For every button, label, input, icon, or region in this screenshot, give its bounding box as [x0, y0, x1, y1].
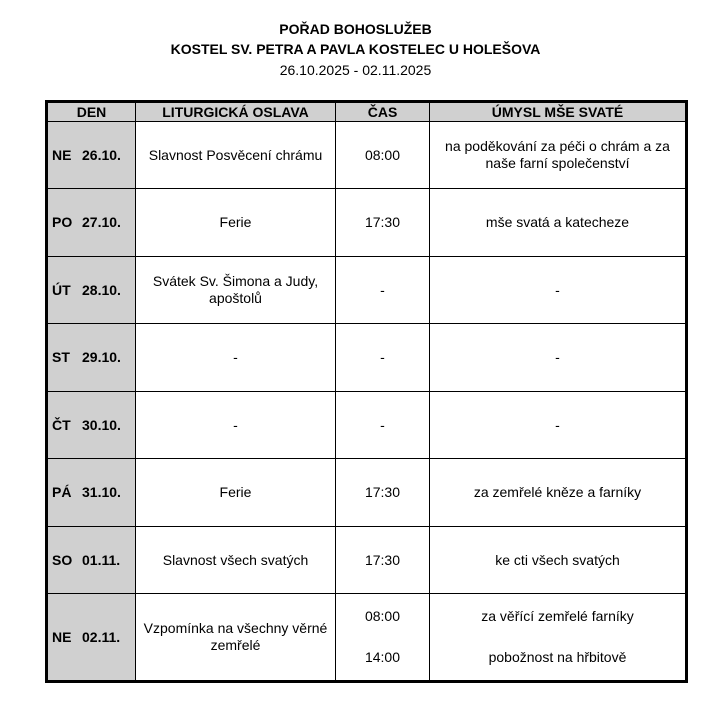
church-name: KOSTEL SV. PETRA A PAVLA KOSTELEC U HOLE…	[170, 41, 541, 57]
weekday: ST	[52, 349, 70, 366]
celebration-cell: Ferie	[135, 188, 336, 257]
mass-intention: -	[555, 349, 560, 366]
mass-time: -	[380, 349, 385, 366]
celebration: Slavnost Posvěcení chrámu	[148, 146, 323, 163]
table-row: PO 27.10. Ferie 17:30 mše svatá a katecheze	[46, 188, 687, 257]
table-row: PÁ 31.10. Ferie 17:30 za zemřelé kněze a far…	[46, 458, 687, 527]
celebration-cell: -	[135, 323, 336, 392]
date: 27.10.	[82, 214, 121, 231]
column-header-celebration: LITURGICKÁ OSLAVA	[135, 101, 336, 122]
time-cell: -	[335, 255, 430, 325]
time-cell: 08:00 14:00	[335, 593, 430, 682]
day-cell: PO 27.10.	[46, 188, 136, 257]
celebration-cell: Slavnost všech svatých	[135, 525, 336, 595]
mass-intention: pobožnost na hřbitově	[488, 649, 627, 666]
day-cell: ČT 30.10.	[46, 390, 136, 460]
weekday: PO	[52, 214, 73, 231]
day-cell: ST 29.10.	[46, 323, 136, 392]
celebration: Ferie	[219, 214, 252, 231]
mass-intention: na poděkování za péči o chrám a za naše …	[445, 138, 670, 172]
celebration: -	[233, 416, 238, 433]
date: 02.11.	[82, 628, 121, 645]
time-cell: 17:30	[335, 188, 430, 257]
date: 30.10.	[82, 416, 121, 433]
mass-time: -	[380, 281, 385, 298]
table-row: NE 26.10. Slavnost Posvěcení chrámu 08:00 na…	[46, 120, 687, 190]
time-cell: 08:00	[335, 120, 430, 190]
intention-cell: na poděkování za péči o chrám a za naše …	[429, 120, 687, 190]
mass-time: 08:00	[364, 146, 401, 163]
weekday: NE	[52, 146, 72, 163]
time-cell: -	[335, 390, 430, 460]
table-row: NE 02.11. Vzpomínka na všechny věrné zemře…	[46, 593, 687, 682]
mass-time: 17:30	[364, 551, 401, 568]
intention-cell: mše svatá a katecheze	[429, 188, 687, 257]
mass-intention: ke cti všech svatých	[495, 551, 620, 568]
day-cell: NE 26.10.	[46, 120, 136, 190]
celebration: Vzpomínka na všechny věrné zemřelé	[143, 620, 328, 654]
mass-time: 08:00	[364, 608, 401, 625]
celebration-cell: Vzpomínka na všechny věrné zemřelé	[135, 593, 336, 682]
date: 31.10.	[82, 484, 121, 501]
time-cell: -	[335, 323, 430, 392]
intention-cell: ke cti všech svatých	[429, 525, 687, 595]
celebration-cell: -	[135, 390, 336, 460]
intention-cell: za zemřelé kněze a farníky	[429, 458, 687, 527]
date: 01.11.	[82, 551, 121, 568]
day-cell: ÚT 28.10.	[46, 255, 136, 325]
table-row: SO 01.11. Slavnost všech svatých 17:30 ke ct…	[46, 525, 687, 595]
weekday: PÁ	[52, 484, 72, 501]
celebration-cell: Svátek Sv. Šimona a Judy, apoštolů	[135, 255, 336, 325]
column-header-day: DEN	[46, 101, 136, 122]
table-row: ST 29.10. - - -	[46, 323, 687, 392]
table-row: ČT 30.10. - - -	[46, 390, 687, 460]
schedule-table: DEN LITURGICKÁ OSLAVA ČAS ÚMYSL MŠE SVAT…	[45, 100, 688, 683]
table-row: ÚT 28.10. Svátek Sv. Šimona a Judy, apošto…	[46, 255, 687, 325]
day-cell: PÁ 31.10.	[46, 458, 136, 527]
mass-time: 17:30	[364, 484, 401, 501]
mass-time: 14:00	[364, 649, 401, 666]
weekday: NE	[52, 628, 72, 645]
mass-time: -	[380, 416, 385, 433]
date: 28.10.	[82, 281, 121, 298]
day-cell: SO 01.11.	[46, 525, 136, 595]
weekday: SO	[52, 551, 73, 568]
celebration-cell: Slavnost Posvěcení chrámu	[135, 120, 336, 190]
day-cell: NE 02.11.	[46, 593, 136, 682]
time-cell: 17:30	[335, 458, 430, 527]
column-header-intention: ÚMYSL MŠE SVATÉ	[429, 101, 687, 122]
document-title: POŘAD BOHOSLUŽEB	[279, 21, 432, 37]
celebration: Slavnost všech svatých	[162, 551, 309, 568]
mass-time: 17:30	[364, 214, 401, 231]
intention-cell: -	[429, 390, 687, 460]
mass-intention: za věřící zemřelé farníky	[481, 608, 634, 625]
intention-cell: -	[429, 323, 687, 392]
date: 29.10.	[82, 349, 121, 366]
mass-intention: mše svatá a katecheze	[485, 214, 630, 231]
intention-cell: za věřící zemřelé farníky pobožnost na hř…	[429, 593, 687, 682]
intention-cell: -	[429, 255, 687, 325]
mass-intention: za zemřelé kněze a farníky	[473, 484, 642, 501]
weekday: ČT	[52, 416, 71, 433]
time-cell: 17:30	[335, 525, 430, 595]
date: 26.10.	[82, 146, 121, 163]
weekday: ÚT	[52, 281, 71, 298]
date-range: 26.10.2025 - 02.11.2025	[279, 62, 432, 78]
mass-intention: -	[555, 281, 560, 298]
celebration: -	[233, 349, 238, 366]
celebration: Svátek Sv. Šimona a Judy, apoštolů	[152, 273, 319, 307]
celebration-cell: Ferie	[135, 458, 336, 527]
celebration: Ferie	[219, 484, 252, 501]
mass-intention: -	[555, 416, 560, 433]
column-header-time: ČAS	[335, 101, 430, 122]
